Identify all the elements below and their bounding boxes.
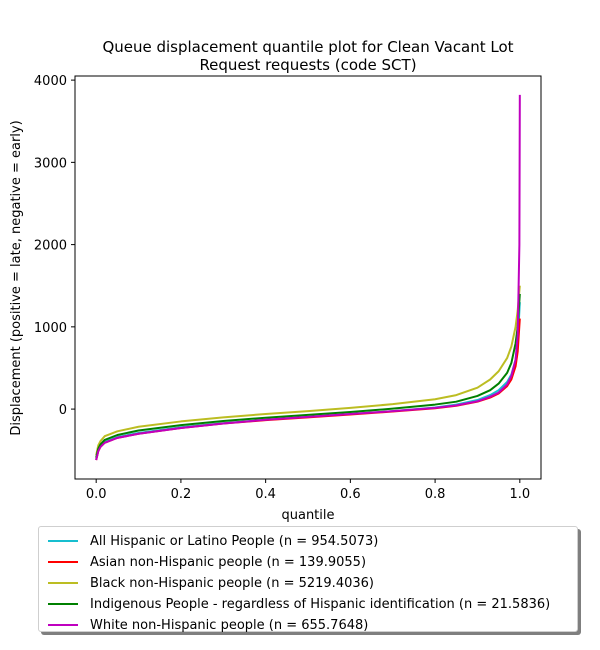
x-tick-label: 0.6 (340, 487, 361, 502)
legend-item: All Hispanic or Latino People (n = 954.5… (39, 531, 378, 551)
x-tick-label: 0.0 (86, 487, 107, 502)
y-tick-label: 4000 (34, 74, 67, 89)
legend-item: White non-Hispanic people (n = 655.7648) (39, 615, 368, 635)
chart-title-line-1: Queue displacement quantile plot for Cle… (102, 38, 513, 56)
x-tick-label: 0.4 (255, 487, 276, 502)
legend-label: Asian non-Hispanic people (n = 139.9055) (90, 554, 367, 570)
y-tick-label: 2000 (34, 239, 67, 254)
y-tick-label: 1000 (34, 321, 67, 336)
y-tick-label: 0 (59, 403, 67, 418)
chart-legend: All Hispanic or Latino People (n = 954.5… (38, 526, 578, 635)
legend-item: Black non-Hispanic people (n = 5219.4036… (39, 573, 374, 593)
legend-label: White non-Hispanic people (n = 655.7648) (90, 617, 369, 633)
legend-label: All Hispanic or Latino People (n = 954.5… (90, 533, 379, 549)
series-line-3 (95, 285, 521, 456)
legend-label: Indigenous People - regardless of Hispan… (90, 596, 551, 612)
x-tick-label: 0.2 (171, 487, 192, 502)
series-line-4 (95, 293, 521, 458)
legend-swatch (48, 540, 78, 542)
series-line-5 (95, 94, 521, 461)
x-tick-label: 0.8 (425, 487, 446, 502)
legend-swatch (48, 603, 78, 605)
x-tick-label: 1.0 (509, 487, 530, 502)
legend-swatch (48, 561, 78, 563)
y-tick-label: 3000 (34, 156, 67, 171)
series-line-1 (95, 302, 521, 460)
plot-frame (74, 75, 542, 480)
legend-label: Black non-Hispanic people (n = 5219.4036… (90, 575, 374, 591)
chart-title-line-2: Request requests (code SCT) (199, 56, 416, 74)
legend-item: Asian non-Hispanic people (n = 139.9055) (39, 552, 366, 572)
legend-swatch (48, 624, 78, 626)
legend-swatch (48, 582, 78, 584)
y-axis-label: Displacement (positive = late, negative … (9, 120, 24, 435)
legend-item: Indigenous People - regardless of Hispan… (39, 594, 550, 614)
series-line-2 (95, 318, 521, 461)
x-axis-label: quantile (281, 508, 334, 523)
